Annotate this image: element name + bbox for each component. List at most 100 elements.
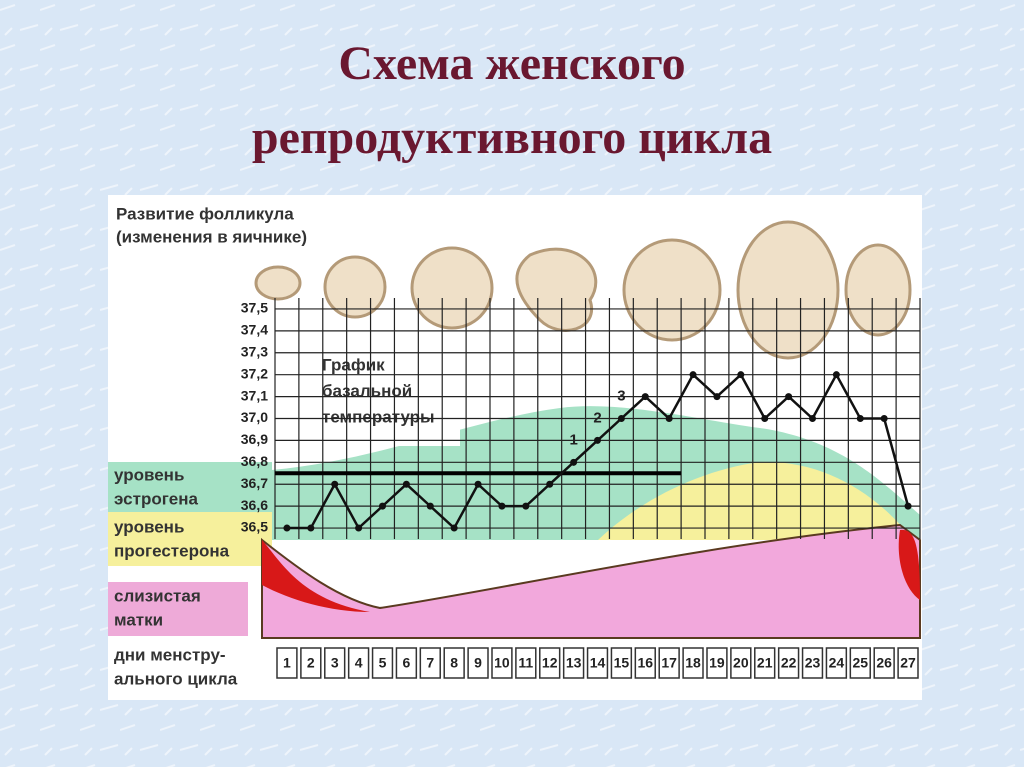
temperature-point — [498, 502, 506, 510]
temperature-point — [665, 415, 673, 422]
chart-label: базальной — [322, 381, 412, 400]
y-tick-label: 36,5 — [241, 519, 268, 535]
y-tick-label: 36,8 — [241, 453, 268, 469]
day-box — [443, 647, 465, 679]
day-box — [849, 647, 871, 679]
menstrual-blood — [262, 540, 370, 612]
day-box — [897, 647, 919, 679]
y-tick-label: 37,0 — [241, 409, 268, 425]
chart-label-bg — [312, 350, 460, 446]
day-box — [706, 647, 728, 679]
temperature-point — [713, 393, 721, 401]
temperature-point — [641, 393, 649, 401]
y-tick-label: 36,6 — [241, 497, 268, 513]
estrogen-label: эстрогена — [114, 489, 199, 508]
progesterone-area — [598, 461, 905, 540]
day-box — [754, 647, 776, 679]
temperature-point — [785, 393, 793, 401]
y-tick-label: 37,4 — [241, 322, 268, 338]
temperature-point — [880, 415, 888, 422]
x-tick-label: 13 — [566, 655, 582, 671]
x-tick-label: 26 — [876, 655, 892, 671]
x-tick-label: 12 — [542, 655, 558, 671]
x-tick-label: 19 — [709, 655, 725, 671]
y-tick-label: 36,7 — [241, 475, 268, 491]
follicles — [254, 220, 912, 360]
temperature-point — [379, 502, 386, 510]
temperature-point — [402, 480, 410, 488]
day-box — [801, 647, 824, 679]
temperature-point — [809, 415, 816, 422]
x-tick-label: 18 — [685, 655, 701, 671]
estrogen-box — [108, 462, 272, 512]
days-label: дни менстру- — [114, 645, 226, 664]
temperature-point — [283, 524, 291, 532]
x-tick-label: 1 — [283, 655, 291, 671]
temperature-point — [474, 480, 482, 488]
x-tick-label: 17 — [661, 655, 677, 671]
temperature-point — [904, 502, 912, 510]
temperature-point — [331, 480, 339, 488]
x-tick-label: 5 — [379, 655, 387, 671]
endometrium-box — [108, 582, 248, 636]
days-label: ального цикла — [114, 669, 238, 688]
x-tick-label: 11 — [518, 655, 533, 671]
day-box — [610, 647, 633, 679]
day-box — [467, 647, 489, 679]
y-tick-label: 37,1 — [241, 387, 268, 403]
temperature-point — [689, 371, 697, 379]
menstrual-blood — [898, 529, 920, 600]
annotation: 1 — [569, 431, 577, 448]
day-box — [634, 647, 656, 679]
day-box — [873, 647, 895, 679]
annotation: 3 — [617, 387, 625, 404]
temperature-point — [522, 502, 530, 510]
chart-label: температуры — [322, 407, 435, 426]
title-line: репродуктивного цикла — [252, 111, 772, 164]
progesterone-label: прогестерона — [114, 541, 230, 560]
temperature-point — [737, 371, 745, 379]
follicle-label: Развитие фолликула — [116, 204, 294, 223]
progesterone-label: уровень — [114, 517, 184, 536]
day-box — [730, 647, 752, 679]
x-tick-label: 10 — [494, 655, 510, 671]
day-box — [586, 647, 609, 679]
temperature-point — [761, 415, 769, 422]
x-tick-label: 14 — [590, 655, 606, 671]
temperature-point — [355, 524, 363, 532]
endometrium — [261, 523, 921, 639]
x-tick-label: 4 — [355, 655, 363, 671]
chart-label: График — [322, 355, 385, 374]
x-tick-label: 6 — [402, 655, 410, 671]
annotation: 2 — [593, 409, 601, 426]
day-box — [682, 647, 704, 679]
x-tick-label: 7 — [426, 655, 434, 671]
temperature-point — [426, 502, 434, 510]
x-tick-label: 8 — [450, 655, 458, 671]
x-tick-label: 9 — [474, 655, 482, 671]
temperature-point — [570, 458, 578, 466]
x-tick-label: 24 — [829, 655, 845, 671]
day-box — [419, 647, 441, 679]
day-box — [324, 647, 346, 679]
day-box — [300, 647, 322, 679]
y-tick-label: 37,2 — [241, 365, 268, 381]
temperature-point — [450, 524, 458, 532]
endometrium-label: слизистая — [114, 586, 201, 605]
endometrium-label: матки — [114, 610, 163, 629]
x-tick-label: 15 — [614, 655, 630, 671]
day-box — [347, 647, 370, 679]
x-tick-label: 2 — [307, 655, 315, 671]
y-tick-label: 37,3 — [241, 343, 268, 359]
day-box — [777, 647, 800, 679]
follicle-label: (изменения в яичнике) — [116, 227, 307, 246]
temperature-point — [617, 415, 625, 422]
title-line: Схема женского — [338, 37, 685, 90]
y-tick-label: 37,5 — [241, 300, 268, 316]
x-tick-label: 27 — [900, 655, 916, 671]
day-box — [395, 647, 418, 679]
estrogen-label: уровень — [114, 465, 184, 484]
y-tick-label: 36,9 — [241, 431, 268, 447]
day-box — [658, 647, 680, 679]
